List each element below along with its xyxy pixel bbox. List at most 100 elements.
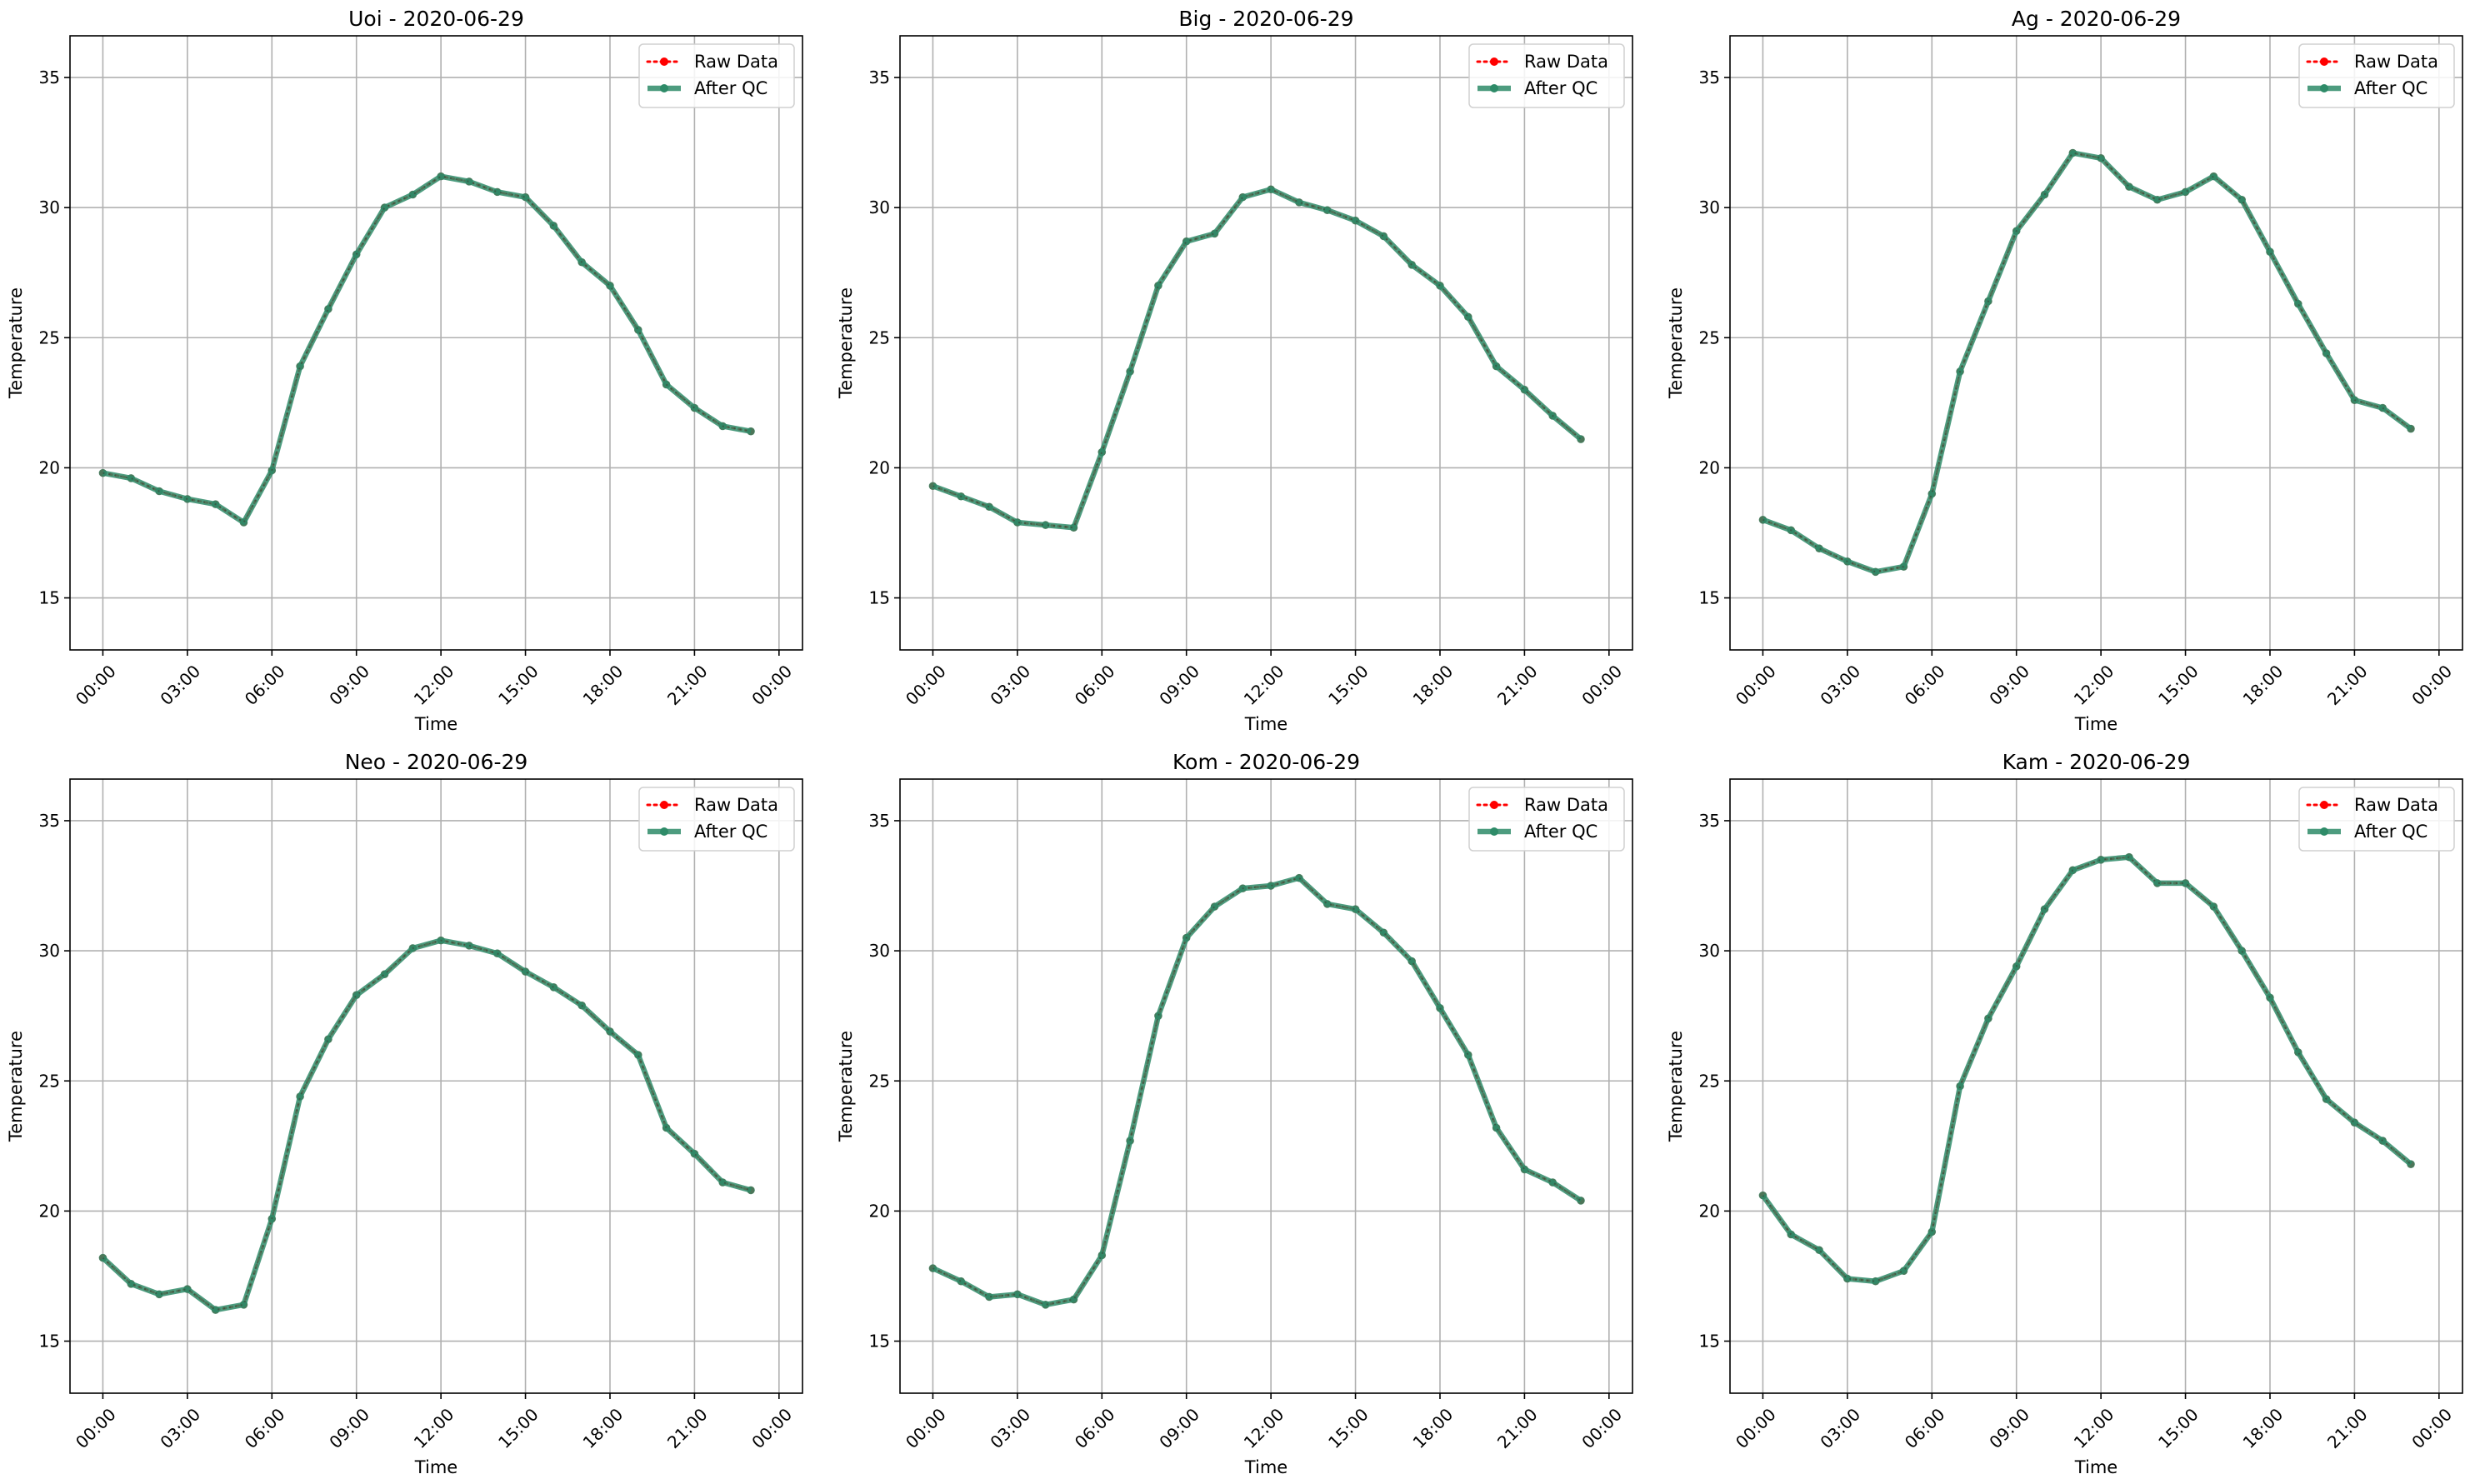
subplot-title: Kom - 2020-06-29 [1172, 750, 1360, 774]
after-qc-point [1928, 489, 1937, 498]
y-tick-label: 35 [869, 811, 890, 831]
after-qc-point [1041, 521, 1050, 529]
after-qc-point [2407, 1160, 2415, 1168]
legend-label-raw-data: Raw Data [694, 795, 778, 815]
after-qc-point [1899, 1267, 1908, 1276]
after-qc-point [2209, 902, 2218, 911]
x-tick-label: 06:00 [241, 661, 289, 709]
after-qc-point [1351, 216, 1360, 225]
after-qc-point [2238, 947, 2246, 955]
x-tick-label: 06:00 [1071, 1404, 1119, 1452]
x-tick-label: 18:00 [579, 661, 628, 709]
x-tick-label: 15:00 [2154, 661, 2202, 709]
legend-label-after-qc: After QC [694, 78, 768, 98]
after-qc-point [1126, 367, 1134, 376]
legend-marker-raw-data [660, 801, 668, 809]
x-tick-label: 06:00 [241, 1404, 289, 1452]
x-tick-label: 21:00 [663, 661, 712, 709]
after-qc-point [1984, 1014, 1992, 1023]
series-line-after-qc [932, 875, 1582, 1308]
x-tick-label: 03:00 [986, 1404, 1034, 1452]
series-line-after-qc [1760, 854, 2413, 1284]
series-line-after-qc [932, 187, 1583, 531]
series-line-raw-data [931, 187, 1582, 529]
x-tick-label: 15:00 [1324, 661, 1372, 709]
x-tick-label: 06:00 [1071, 661, 1119, 709]
after-qc-point [1758, 1191, 1768, 1200]
after-qc-point [492, 187, 502, 197]
x-tick-label: 21:00 [1493, 1404, 1542, 1452]
x-tick-label: 12:00 [410, 1404, 458, 1452]
x-tick-label: 03:00 [156, 661, 204, 709]
y-tick-label: 15 [869, 1332, 890, 1352]
legend-box [2298, 787, 2455, 852]
x-axis-label: Time [1244, 1457, 1288, 1477]
y-tick-label: 25 [1699, 1071, 1720, 1091]
y-tick-label: 35 [39, 67, 60, 87]
after-qc-point [521, 192, 530, 202]
axes-frame [899, 35, 1633, 651]
after-qc-point [2293, 299, 2302, 308]
after-qc-point [1408, 957, 1416, 966]
after-qc-point [1238, 192, 1248, 202]
legend-label-after-qc: After QC [1524, 78, 1598, 98]
x-axis-label: Time [2074, 714, 2118, 734]
x-tick-label: 00:00 [2408, 1404, 2456, 1452]
after-qc-point [1126, 1137, 1134, 1145]
axes-frame [69, 778, 803, 1394]
subplot-title: Neo - 2020-06-29 [345, 750, 528, 774]
after-qc-point [465, 942, 473, 950]
legend-label-after-qc: After QC [2354, 822, 2428, 842]
y-tick-label: 25 [869, 1071, 890, 1091]
y-axis-label: Temperature [1666, 287, 1686, 399]
axes-frame [899, 778, 1633, 1394]
y-tick-label: 30 [39, 197, 60, 217]
y-tick-label: 30 [1699, 941, 1720, 961]
x-tick-label: 09:00 [1155, 1404, 1203, 1452]
after-qc-point [1098, 447, 1107, 457]
series-line-raw-overlay [102, 175, 752, 524]
after-qc-point [985, 502, 993, 512]
x-tick-label: 00:00 [902, 661, 950, 709]
series-line-raw-data [101, 939, 752, 1312]
x-tick-label: 09:00 [1985, 1404, 2033, 1452]
after-qc-point [380, 203, 389, 212]
series-line-after-qc [101, 937, 752, 1313]
after-qc-point [155, 1290, 163, 1299]
after-qc-point [985, 1292, 993, 1302]
legend-box [638, 43, 795, 108]
series-line-raw-data [101, 175, 752, 525]
after-qc-point [296, 362, 304, 371]
y-tick-label: 15 [1699, 588, 1720, 608]
y-tick-label: 15 [39, 588, 60, 608]
after-qc-point [239, 518, 248, 527]
after-qc-point [2238, 195, 2246, 204]
after-qc-point [1928, 1227, 1937, 1237]
y-tick-label: 15 [869, 588, 890, 608]
x-tick-label: 18:00 [1409, 661, 1458, 709]
axes-frame [69, 35, 803, 651]
x-tick-label: 12:00 [1240, 1404, 1288, 1452]
x-tick-label: 21:00 [2323, 661, 2372, 709]
legend-marker-after-qc [660, 827, 668, 836]
after-qc-point [633, 1051, 642, 1059]
after-qc-point [1463, 312, 1472, 322]
x-tick-label: 18:00 [1409, 1404, 1458, 1452]
x-tick-label: 03:00 [986, 661, 1034, 709]
legend-box [2298, 43, 2455, 108]
after-qc-point [1154, 1012, 1162, 1020]
x-tick-label: 15:00 [494, 661, 542, 709]
legend-marker-raw-data [2320, 801, 2328, 809]
subplot-1: 00:00 03:00 06:00 09:00 12:00 15:00 18:00 21:00… [836, 7, 1633, 734]
legend: Raw Data After QC [2298, 43, 2455, 108]
x-tick-label: 15:00 [1324, 1404, 1372, 1452]
legend-marker-raw-data [660, 57, 668, 66]
after-qc-point [1379, 232, 1388, 241]
x-tick-label: 18:00 [2239, 661, 2288, 709]
after-qc-point [1577, 1197, 1585, 1205]
after-qc-point [633, 326, 642, 334]
after-qc-point [324, 1035, 332, 1044]
after-qc-point [747, 427, 755, 436]
legend: Raw Data After QC [638, 787, 795, 852]
legend-marker-after-qc [1490, 827, 1498, 836]
